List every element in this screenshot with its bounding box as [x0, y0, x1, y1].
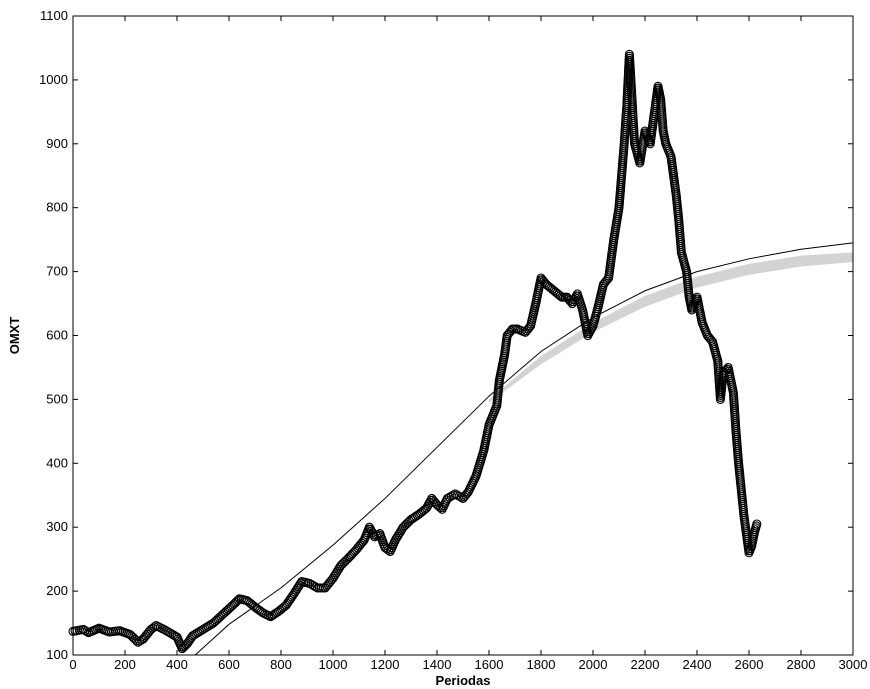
data-point [127, 631, 137, 641]
data-point [431, 498, 441, 508]
y-tick-label: 800 [46, 200, 68, 215]
x-tick-label: 0 [69, 657, 76, 672]
x-tick-label: 400 [166, 657, 188, 672]
data-point [264, 611, 274, 621]
x-tick-label: 2400 [683, 657, 712, 672]
x-tick-label: 2000 [579, 657, 608, 672]
x-tick-label: 1200 [371, 657, 400, 672]
x-tick-label: 200 [114, 657, 136, 672]
y-tick-label: 500 [46, 391, 68, 406]
data-point [337, 559, 347, 569]
data-point [398, 522, 408, 532]
x-tick-label: 800 [270, 657, 292, 672]
y-tick-label: 1100 [40, 8, 68, 23]
data-point [125, 630, 135, 640]
data-point [82, 627, 92, 637]
x-tick-label: 3000 [839, 657, 868, 672]
y-tick-label: 1000 [39, 72, 68, 87]
data-point [523, 324, 533, 334]
data-point [705, 334, 715, 344]
y-tick-label: 200 [46, 583, 68, 598]
y-tick-label: 700 [46, 264, 68, 279]
data-point [255, 605, 265, 616]
y-tick-label: 600 [46, 328, 68, 343]
data-point [131, 636, 141, 646]
x-tick-label: 1400 [423, 657, 452, 672]
data-point [401, 519, 411, 529]
plot-frame [72, 15, 854, 656]
y-axis: 100 200 300 400 500 600 700 800 900 1000 1100 [39, 8, 853, 662]
y-tick-label: 300 [46, 519, 68, 534]
x-tick-label: 600 [218, 657, 240, 672]
y-axis-title: OMXT [7, 317, 22, 355]
data-point [339, 557, 349, 568]
x-tick-label: 2800 [787, 657, 816, 672]
x-tick-label: 2600 [735, 657, 764, 672]
x-tick-label: 1800 [527, 657, 556, 672]
data-point [357, 538, 367, 548]
data-point [336, 560, 346, 571]
y-tick-label: 900 [46, 136, 68, 151]
x-tick-label: 2200 [631, 657, 660, 672]
fit-line [194, 242, 854, 656]
data-point [554, 290, 564, 300]
data-point [752, 519, 762, 529]
data-point [232, 596, 242, 606]
fitted-curve [194, 242, 854, 656]
data-points [68, 49, 762, 654]
x-axis: 0 200 400 600 800 1000 1200 1400 1600 1800 2000 220… [69, 16, 867, 672]
data-point [233, 595, 243, 605]
y-tick-label: 100 [46, 647, 68, 662]
x-tick-label: 1600 [475, 657, 504, 672]
x-tick-label: 1000 [319, 657, 348, 672]
y-tick-label: 400 [46, 455, 68, 470]
x-axis-title: Periodas [436, 673, 491, 688]
data-point [400, 521, 410, 531]
